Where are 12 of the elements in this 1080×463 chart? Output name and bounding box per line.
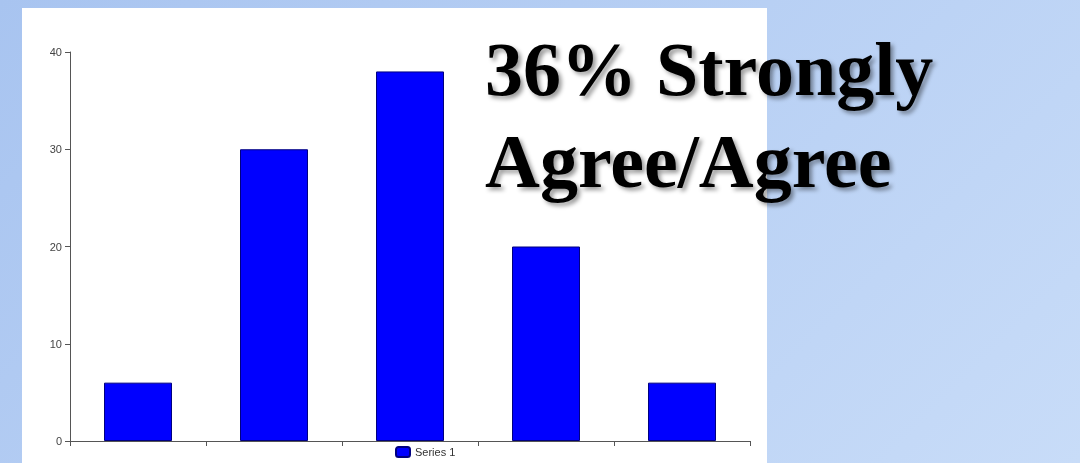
y-tick-label: 0 [55,435,62,447]
y-tick-label: 30 [49,143,62,156]
bar [512,246,580,441]
bar [376,71,444,441]
bar [104,382,172,441]
y-tick-label: 40 [49,46,62,58]
bar [648,382,716,441]
chart-title: 36% Strongly Agree/Agree [485,27,953,203]
legend-label: Series 1 [415,446,456,458]
bar [240,149,308,441]
y-tick-label: 20 [49,240,62,253]
y-tick-label: 10 [49,337,62,350]
